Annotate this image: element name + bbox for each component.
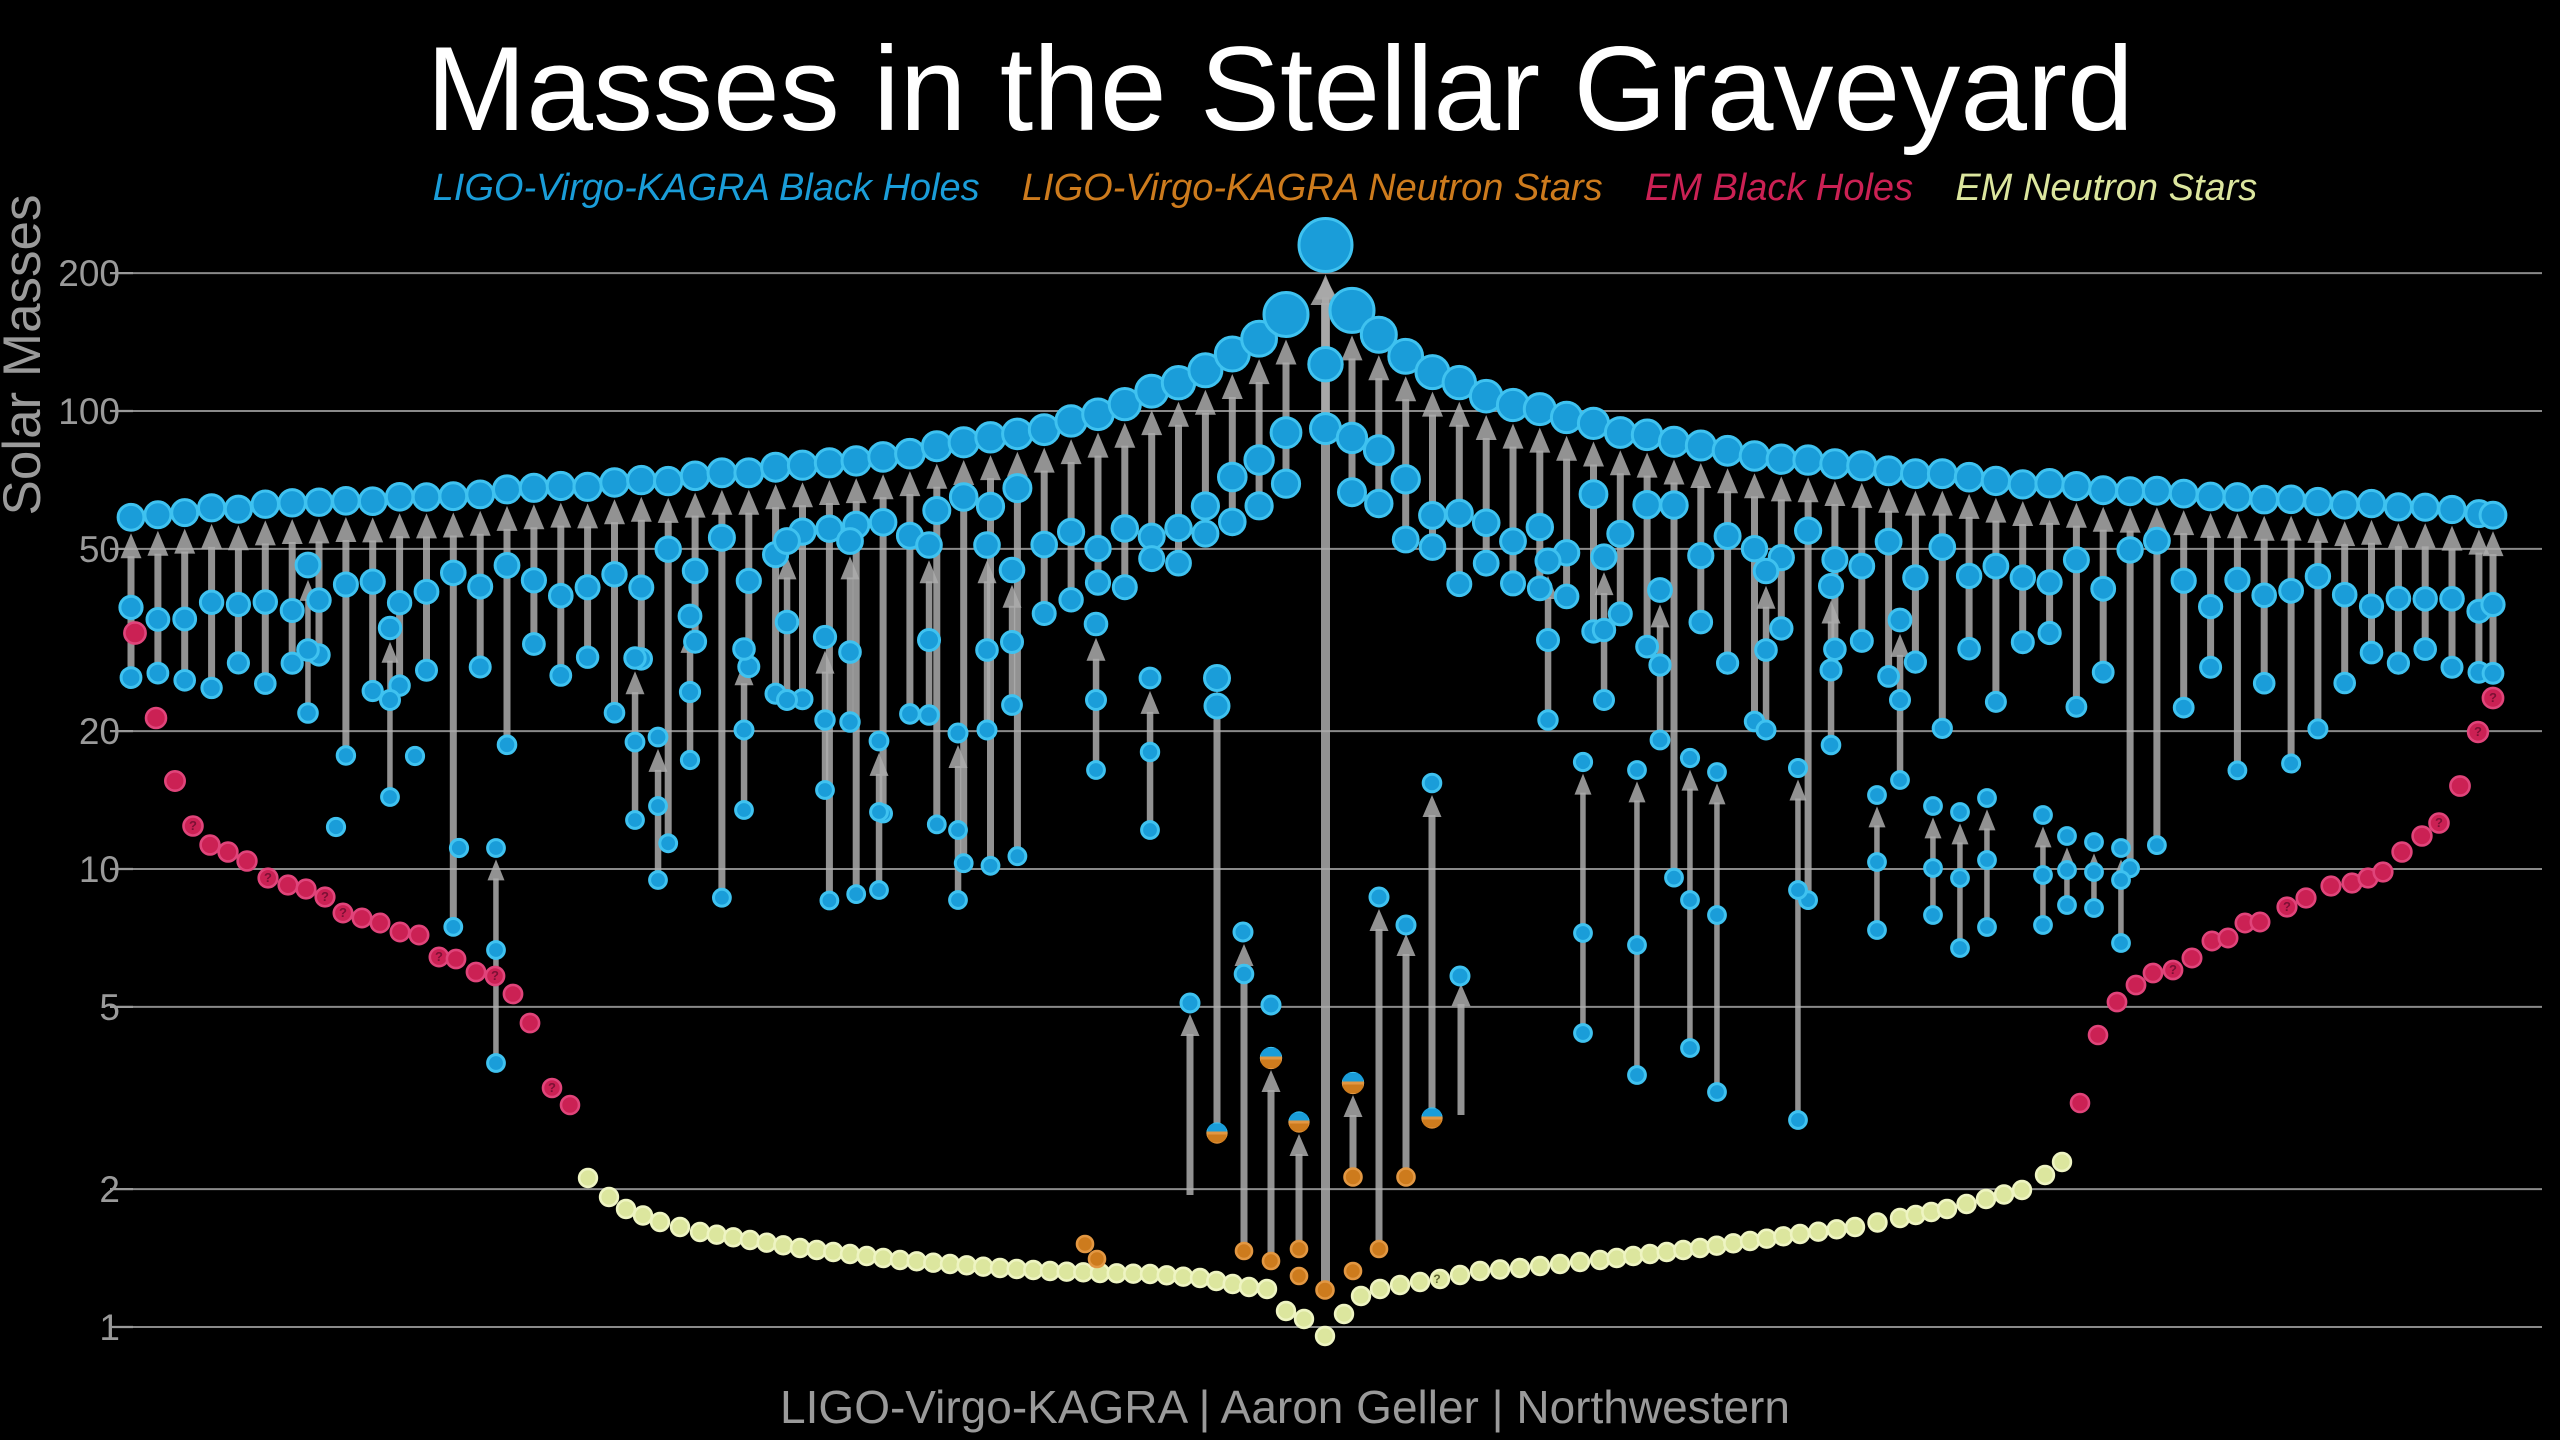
svg-text:?: ? [491,968,499,983]
svg-text:LIGO-Virgo-KAGRA Black Holes: LIGO-Virgo-KAGRA Black Holes LIGO-Virgo-… [433,167,2258,209]
svg-text:?: ? [1433,1272,1440,1286]
svg-text:Solar Masses: Solar Masses [0,194,52,515]
svg-text:20: 20 [79,711,120,752]
svg-text:?: ? [435,949,443,964]
svg-text:?: ? [2474,724,2482,739]
svg-text:?: ? [548,1080,556,1095]
svg-text:?: ? [189,818,197,833]
svg-text:10: 10 [79,849,120,890]
svg-text:5: 5 [99,987,120,1028]
svg-text:200: 200 [58,253,120,294]
svg-text:100: 100 [58,391,120,432]
svg-text:2: 2 [99,1169,120,1210]
svg-text:?: ? [321,889,329,904]
svg-text:?: ? [2435,815,2443,830]
svg-text:?: ? [264,870,272,885]
svg-text:?: ? [2169,962,2177,977]
svg-text:?: ? [339,905,347,920]
svg-text:50: 50 [79,529,120,570]
svg-text:LIGO-Virgo-KAGRA | Aaron Gelle: LIGO-Virgo-KAGRA | Aaron Geller | Northw… [780,1381,1790,1433]
svg-text:1: 1 [99,1307,120,1348]
svg-text:Masses in the Stellar Graveyar: Masses in the Stellar Graveyard [426,22,2133,156]
svg-text:?: ? [2283,899,2291,914]
svg-text:?: ? [2489,690,2497,705]
